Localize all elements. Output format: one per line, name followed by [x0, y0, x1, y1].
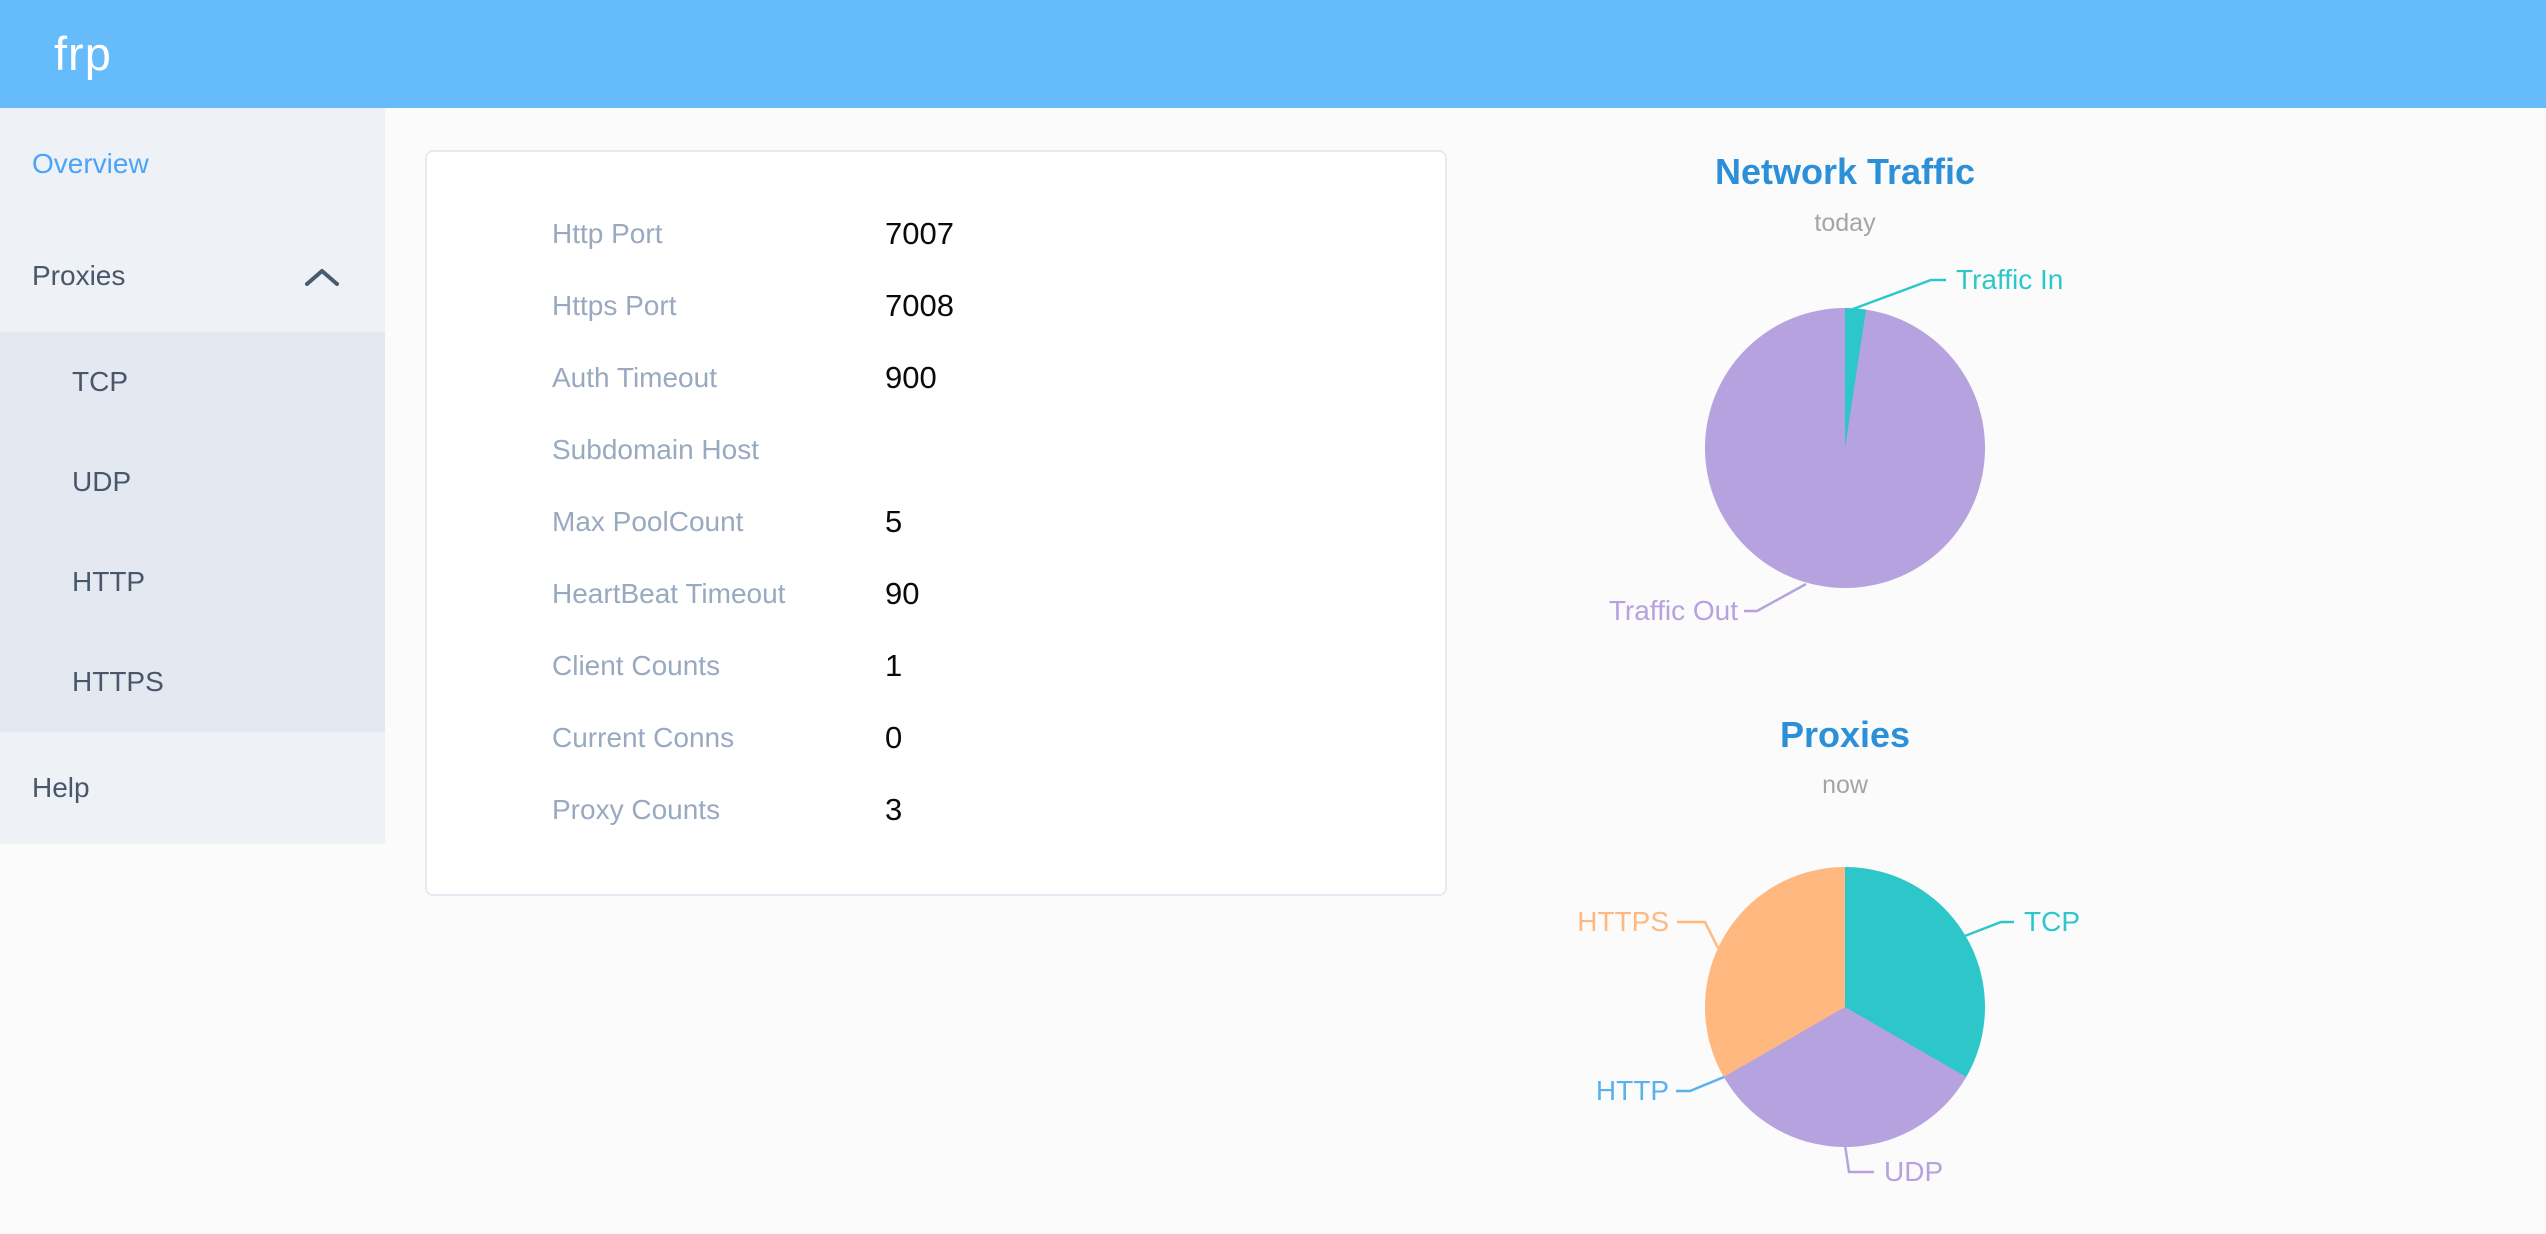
config-label: Http Port	[552, 218, 663, 249]
config-label: Max PoolCount	[552, 506, 744, 537]
chart-subtitle: now	[1822, 771, 1868, 799]
sidebar-item-help[interactable]: Help	[0, 732, 385, 844]
sidebar-item-proxies[interactable]: Proxies	[0, 220, 385, 332]
chart-title: Proxies	[1779, 714, 1911, 755]
config-value: 7008	[885, 288, 954, 323]
sidebar-item-label: HTTP	[72, 566, 146, 597]
sidebar-item-label: UDP	[72, 466, 132, 497]
sidebar-item-http[interactable]: HTTP	[0, 532, 385, 632]
config-row: Proxy Counts 3	[427, 774, 1445, 846]
sidebar-item-label: Overview	[32, 148, 149, 179]
sidebar-item-tcp[interactable]: TCP	[0, 332, 385, 432]
pie-label-tcp: TCP	[2024, 906, 2080, 937]
config-row: HeartBeat Timeout 90	[427, 558, 1445, 630]
sidebar-item-https[interactable]: HTTPS	[0, 632, 385, 732]
proxies-submenu: TCP UDP HTTP HTTPS	[0, 332, 385, 732]
pie-label-https: HTTPS	[1577, 906, 1669, 937]
config-label: Auth Timeout	[552, 362, 717, 393]
config-value: 90	[885, 576, 920, 611]
config-label: Subdomain Host	[552, 434, 760, 465]
config-label: Proxy Counts	[552, 794, 721, 825]
config-row: Client Counts 1	[427, 630, 1445, 702]
config-label: Client Counts	[552, 650, 721, 681]
app-logo: frp	[54, 27, 112, 80]
sidebar-item-udp[interactable]: UDP	[0, 432, 385, 532]
chart-subtitle: today	[1814, 209, 1876, 237]
pie-label-udp: UDP	[1884, 1156, 1944, 1187]
proxies-pie[interactable]	[1705, 867, 1985, 1147]
chart-title: Network Traffic	[1714, 151, 1976, 192]
config-row: Max PoolCount 5	[427, 486, 1445, 558]
sidebar-item-label: Help	[32, 772, 90, 803]
config-row: Http Port 7007	[427, 198, 1445, 270]
network-traffic-chart: Network Traffic today Traffic In Traffic…	[1515, 140, 2175, 700]
config-label: HeartBeat Timeout	[552, 578, 786, 609]
app-header: frp	[0, 0, 2546, 108]
config-value: 900	[885, 360, 937, 395]
config-value: 3	[885, 792, 903, 827]
sidebar-item-overview[interactable]: Overview	[0, 108, 385, 220]
config-row: Subdomain Host	[427, 414, 1445, 486]
config-label: Current Conns	[552, 722, 735, 753]
config-row: Https Port 7008	[427, 270, 1445, 342]
config-value: 7007	[885, 216, 954, 251]
config-value: 1	[885, 648, 903, 683]
sidebar-item-label: Proxies	[32, 260, 126, 291]
config-row: Auth Timeout 900	[427, 342, 1445, 414]
sidebar-menu: Overview Proxies TCP UDP HTTP HTTPS Help	[0, 108, 385, 844]
server-config-card: Http Port 7007 Https Port 7008 Auth Time…	[425, 150, 1447, 896]
pie-label-http: HTTP	[1595, 1075, 1669, 1106]
config-value: 5	[885, 504, 903, 539]
config-label: Https Port	[552, 290, 677, 321]
config-row: Current Conns 0	[427, 702, 1445, 774]
network-traffic-pie[interactable]	[1705, 308, 1985, 588]
pie-label-traffic-in: Traffic In	[1956, 264, 2064, 295]
chevron-up-icon	[305, 269, 339, 286]
sidebar-item-label: HTTPS	[72, 666, 164, 697]
pie-label-traffic-out: Traffic Out	[1608, 595, 1738, 626]
config-value: 0	[885, 720, 903, 755]
sidebar-item-label: TCP	[72, 366, 128, 397]
proxies-chart: Proxies now TCP HTTPS HTTP UDP	[1515, 690, 2175, 1234]
